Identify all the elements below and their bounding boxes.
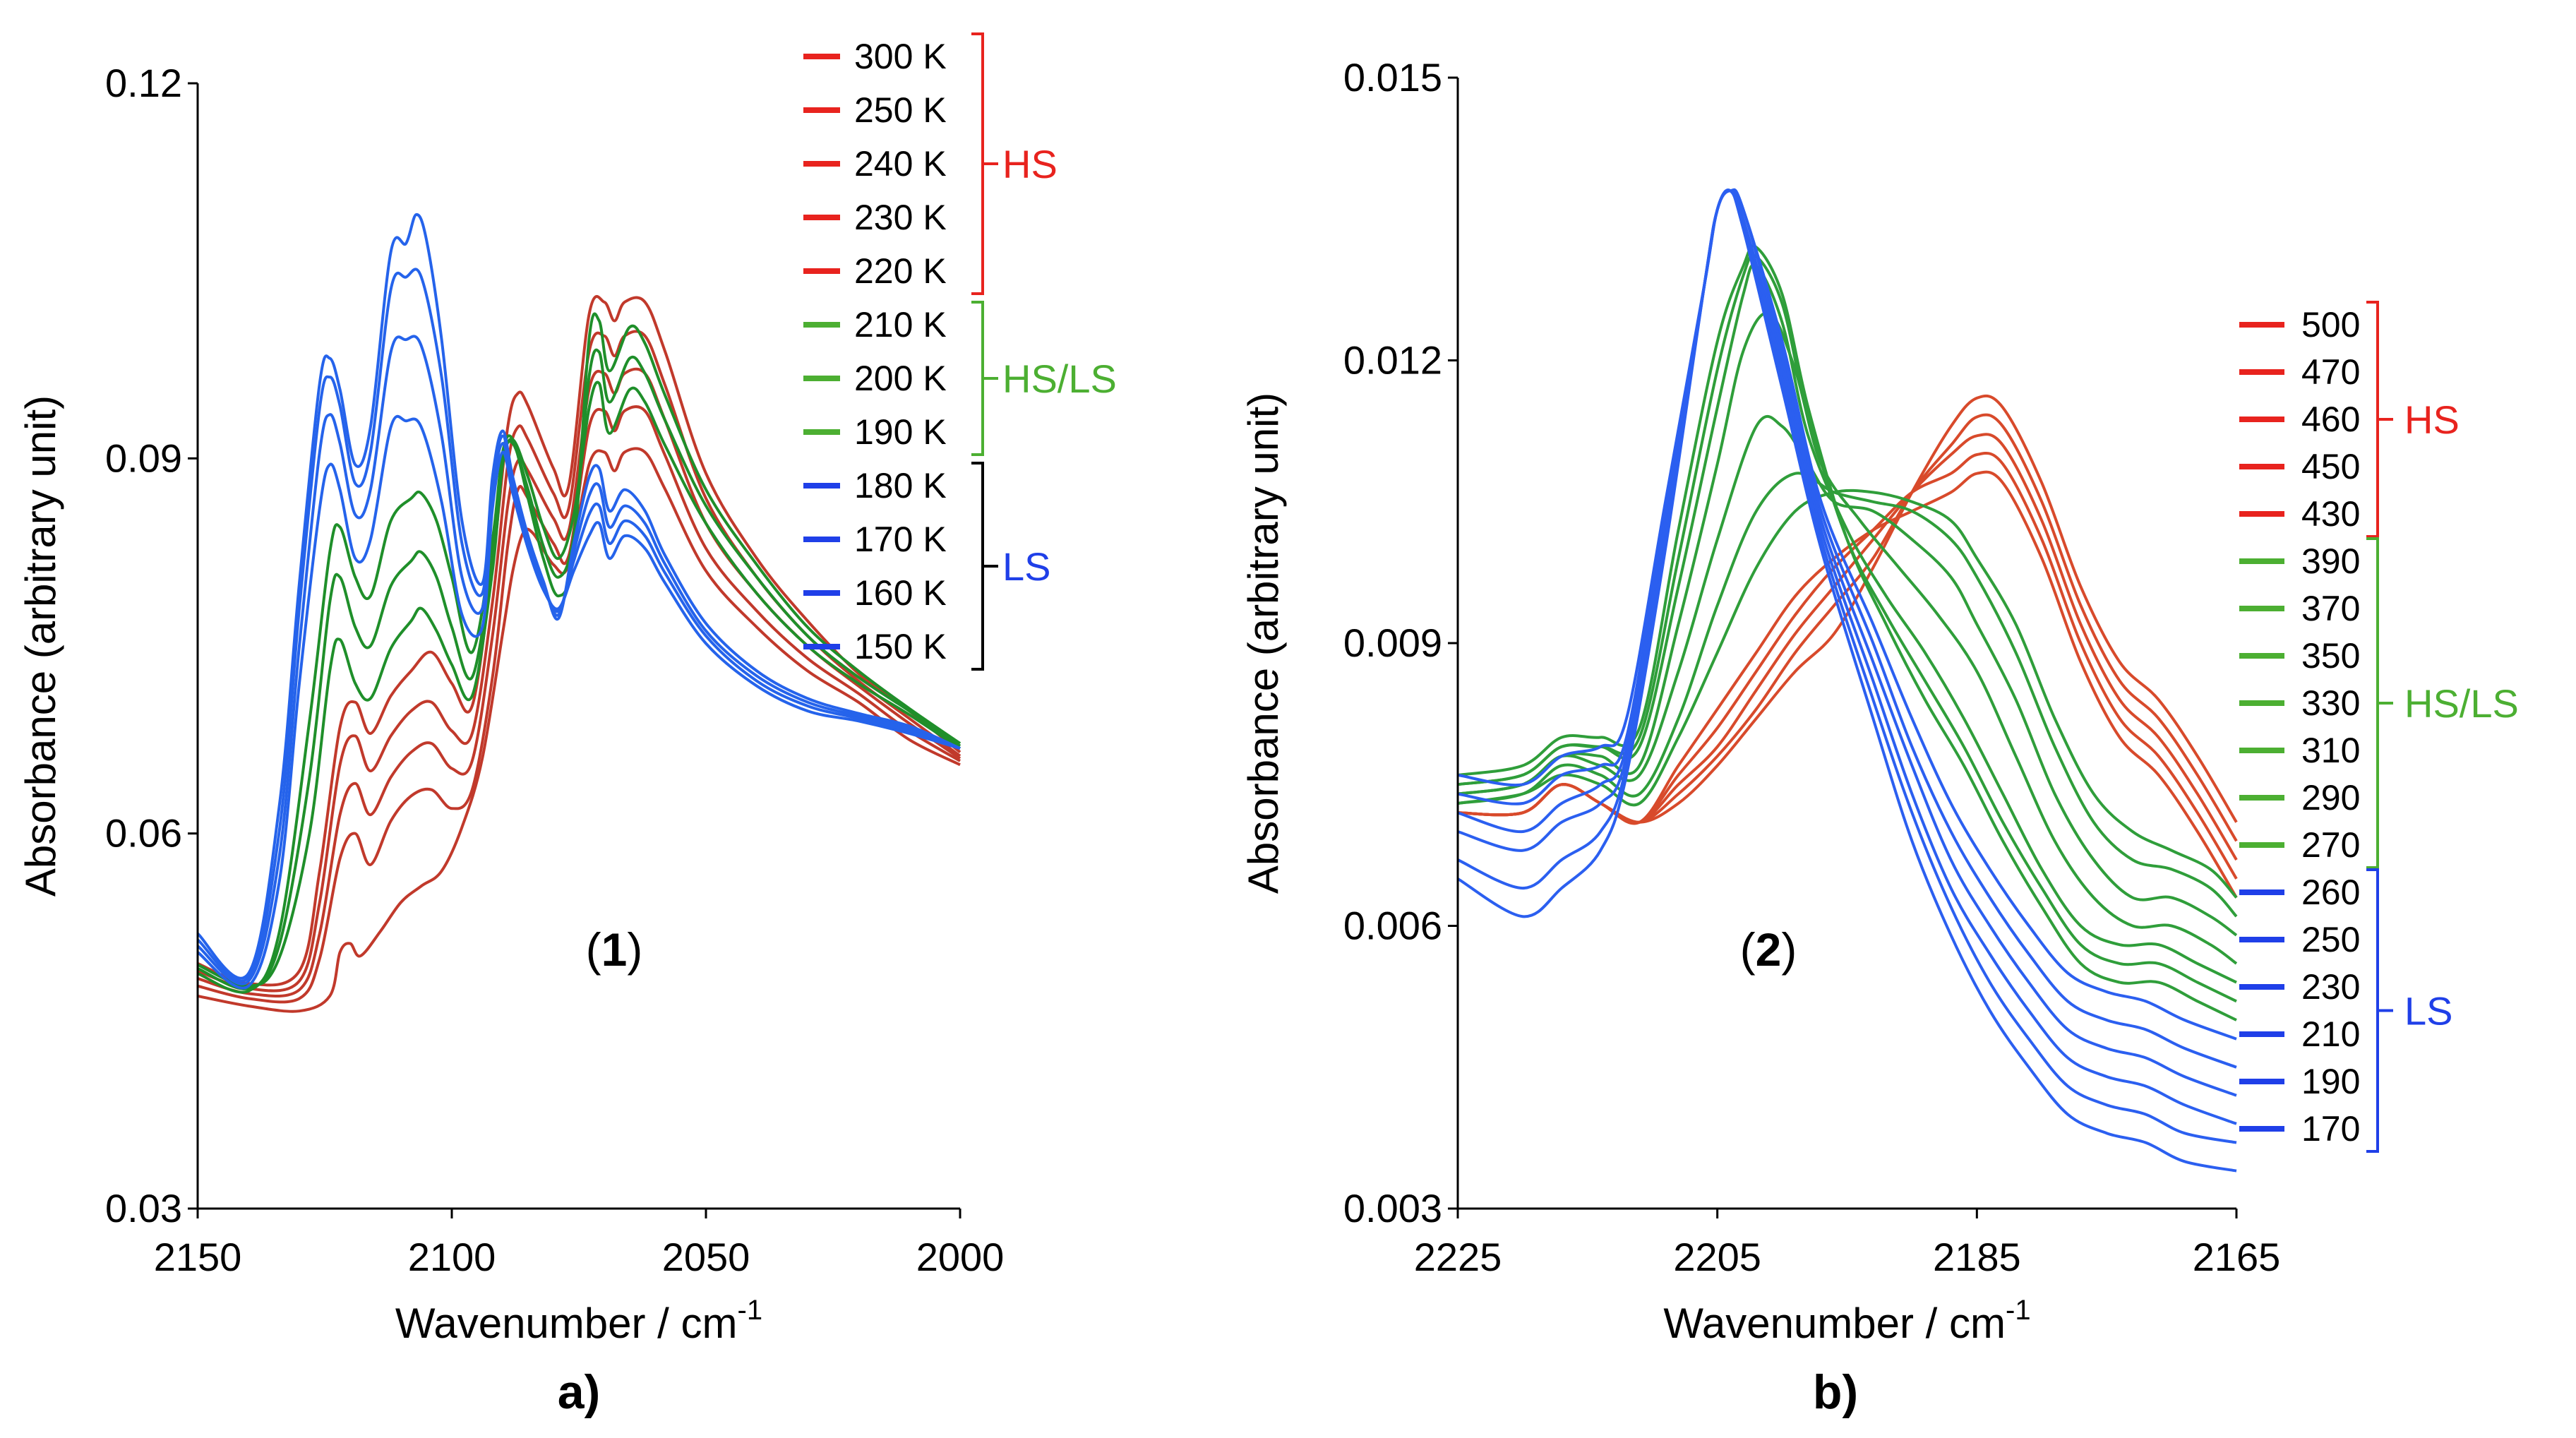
- x-tick-label: 2000: [916, 1235, 1005, 1279]
- legend-group-label: HS: [2404, 397, 2460, 442]
- y-axis-title: Absorbance (arbitrary unit): [1240, 393, 1287, 894]
- x-axis-title: Wavenumber / cm-1: [1663, 1295, 2030, 1347]
- legend-group-label: HS/LS: [1002, 356, 1117, 401]
- y-tick-label: 0.006: [1343, 904, 1442, 948]
- y-tick-label: 0.03: [105, 1186, 182, 1230]
- panel-letter: a): [558, 1365, 600, 1419]
- legend-entry-label: 310: [2301, 731, 2360, 770]
- x-tick-label: 2225: [1414, 1235, 1502, 1279]
- series-group: [1456, 188, 2238, 1173]
- legend-entry-label: 160 K: [854, 573, 947, 613]
- y-tick-label: 0.06: [105, 811, 182, 856]
- legend-entry-label: 350: [2301, 636, 2360, 676]
- legend-entry-label: 300 K: [854, 37, 947, 76]
- x-tick-label: 2185: [1933, 1235, 2021, 1279]
- series-line-250: [1457, 188, 2237, 1069]
- series-line-190-k: [197, 312, 961, 994]
- y-tick-label: 0.09: [105, 436, 182, 480]
- series-line-150-k: [196, 212, 961, 980]
- legend-entry-label: 210 K: [854, 305, 947, 344]
- panel-letter: b): [1813, 1365, 1858, 1419]
- legend: 500 470 460 450 430 HS 390 370 350 330 310 290 270 HS…: [2239, 301, 2519, 1153]
- legend-entry-label: 330: [2301, 683, 2360, 723]
- legend-entry-label: 250: [2301, 920, 2360, 959]
- x-tick-label: 2150: [154, 1235, 242, 1279]
- legend-entry-label: 370: [2301, 589, 2360, 628]
- series-line-250-k: [197, 405, 961, 1004]
- legend-entry-label: 220 K: [854, 251, 947, 291]
- x-axis-title-superscript: -1: [738, 1295, 763, 1326]
- legend-entry-label: 450: [2301, 447, 2360, 486]
- legend-group-label: HS/LS: [2404, 681, 2519, 726]
- compound-paren-close: ): [1781, 923, 1797, 976]
- x-axis-title-superscript: -1: [2006, 1295, 2031, 1326]
- x-tick-label: 2050: [662, 1235, 750, 1279]
- compound-number: 2: [1756, 923, 1782, 976]
- series-line-230: [1457, 188, 2237, 1097]
- legend-entry-label: 150 K: [854, 627, 947, 666]
- x-tick-label: 2165: [2193, 1235, 2281, 1279]
- legend-group-label: HS: [1002, 142, 1058, 186]
- x-tick-label: 2100: [408, 1235, 496, 1279]
- series-line-200-k: [197, 348, 961, 990]
- legend-entry-label: 230 K: [854, 198, 947, 237]
- legend-entry-label: 260: [2301, 873, 2360, 912]
- compound-paren-open: (: [1740, 923, 1756, 976]
- x-axis-title-text: Wavenumber / cm: [1663, 1300, 2006, 1347]
- legend-entry-label: 250 K: [854, 90, 947, 130]
- y-tick-label: 0.12: [105, 61, 182, 105]
- series-line-230-k: [197, 330, 961, 993]
- y-tick-label: 0.015: [1343, 55, 1442, 100]
- series-line-170: [1456, 188, 2237, 1173]
- series-line-270: [1457, 244, 2237, 1021]
- compound-label: (1): [586, 923, 643, 976]
- legend-entry-label: 270: [2301, 825, 2360, 865]
- legend-entry-label: 170 K: [854, 520, 947, 559]
- compound-paren-close: ): [627, 923, 642, 976]
- legend-entry-label: 190: [2301, 1062, 2360, 1101]
- chart-panel-b: 0.003 0.006 0.009 0.012 0.015 2225 2205 2185 216…: [1240, 55, 2519, 1419]
- series-line-310: [1457, 263, 2237, 984]
- chart-panel-a: 0.03 0.06 0.09 0.12 2150 2100 2050 2000 Wavenumb…: [17, 32, 1117, 1419]
- legend-entry-label: 180 K: [854, 466, 947, 505]
- series-line-220-k: [197, 294, 961, 987]
- legend-entry-label: 290: [2301, 778, 2360, 817]
- x-tick-label: 2205: [1673, 1235, 1761, 1279]
- series-line-260: [1457, 188, 2237, 1041]
- series-line-290: [1457, 253, 2237, 1003]
- legend-entry-label: 190 K: [854, 412, 947, 452]
- y-tick-label: 0.009: [1343, 621, 1442, 665]
- legend-entry-label: 470: [2301, 352, 2360, 392]
- x-axis-title-text: Wavenumber / cm: [395, 1300, 738, 1347]
- y-tick-label: 0.003: [1343, 1186, 1442, 1230]
- legend-entry-label: 500: [2301, 305, 2360, 344]
- legend-entry-label: 230: [2301, 967, 2360, 1007]
- compound-number: 1: [601, 923, 628, 976]
- series-line-190: [1457, 188, 2237, 1144]
- legend-entry-label: 170: [2301, 1109, 2360, 1149]
- series-line-210: [1457, 188, 2237, 1125]
- legend-entry-label: 430: [2301, 494, 2360, 534]
- y-axis-title: Absorbance (arbitrary unit): [17, 395, 64, 897]
- legend-entry-label: 200 K: [854, 359, 947, 398]
- x-axis-title: Wavenumber / cm-1: [395, 1295, 762, 1347]
- legend-entry-label: 210: [2301, 1014, 2360, 1054]
- series-group: [196, 212, 961, 1013]
- y-tick-label: 0.012: [1343, 338, 1442, 383]
- legend-group-label: LS: [2404, 989, 2453, 1033]
- legend-group-label: LS: [1002, 544, 1051, 589]
- legend-entry-label: 240 K: [854, 144, 947, 184]
- compound-paren-open: (: [586, 923, 601, 976]
- compound-label: (2): [1740, 923, 1797, 976]
- legend: 300 K 250 K 240 K 230 K 220 K HS 210 K 200 K 190…: [803, 32, 1117, 671]
- legend-entry-label: 390: [2301, 541, 2360, 581]
- legend-entry-label: 460: [2301, 400, 2360, 439]
